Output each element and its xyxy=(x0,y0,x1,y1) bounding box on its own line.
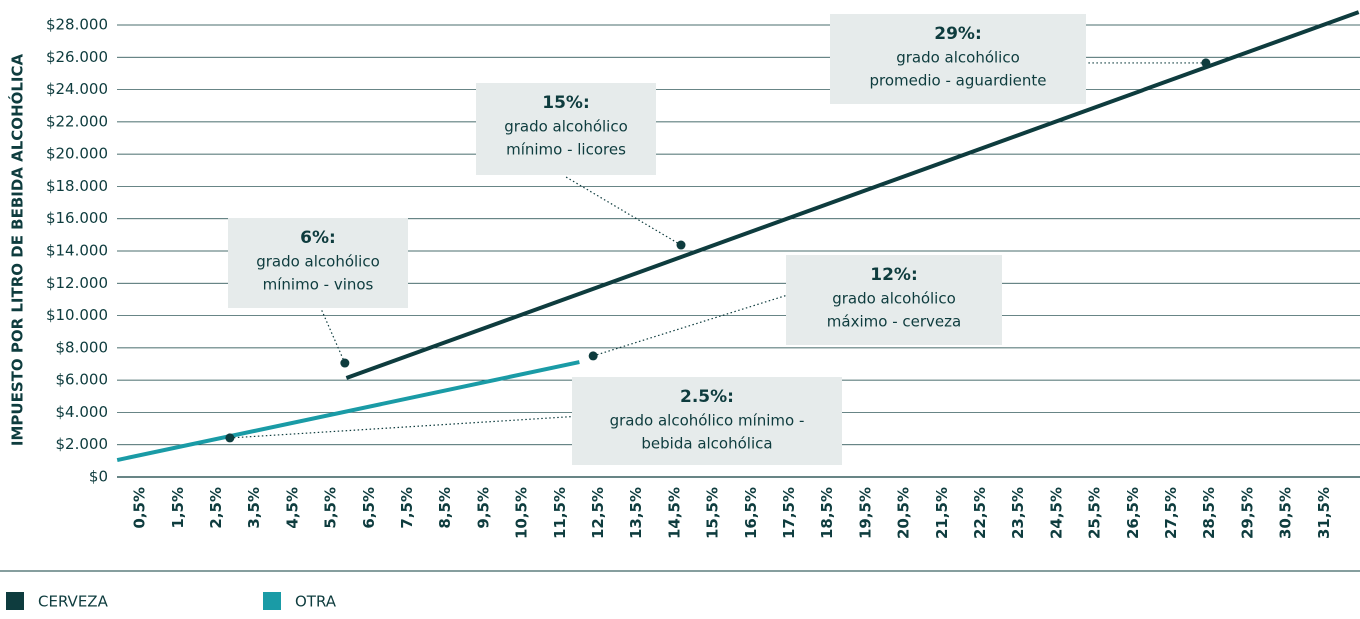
annotation-box xyxy=(830,14,1086,104)
annotation-title: 12%: xyxy=(870,265,918,285)
annotation-text: grado alcohólico xyxy=(896,49,1020,67)
annotation-leader xyxy=(229,416,573,439)
x-tick-label: 30,5% xyxy=(1277,487,1295,539)
x-tick-label: 9,5% xyxy=(474,487,492,529)
x-tick-label: 4,5% xyxy=(283,487,301,529)
x-tick-label: 22,5% xyxy=(971,487,989,539)
annotation-title: 29%: xyxy=(934,24,982,44)
x-tick-label: 15,5% xyxy=(704,487,722,539)
y-tick-label: $28.000 xyxy=(46,16,108,34)
x-tick-label: 3,5% xyxy=(245,487,263,529)
annotation-text: grado alcohólico xyxy=(504,118,628,136)
x-tick-label: 0,5% xyxy=(131,487,149,529)
x-tick-label: 13,5% xyxy=(627,487,645,539)
annotation-title: 15%: xyxy=(542,93,590,113)
x-tick-label: 1,5% xyxy=(169,487,187,529)
y-tick-label: $14.000 xyxy=(46,242,108,260)
x-tick-label: 17,5% xyxy=(780,487,798,539)
x-tick-label: 24,5% xyxy=(1047,487,1065,539)
y-tick-label: $24.000 xyxy=(46,80,108,98)
annotation-point xyxy=(340,358,350,368)
x-tick-label: 31,5% xyxy=(1315,487,1333,539)
y-tick-label: $4.000 xyxy=(56,403,109,421)
y-tick-label: $22.000 xyxy=(46,112,108,130)
x-tick-label: 25,5% xyxy=(1086,487,1104,539)
x-tick-label: 21,5% xyxy=(933,487,951,539)
annotation-point xyxy=(676,240,686,250)
x-tick-label: 23,5% xyxy=(1009,487,1027,539)
x-tick-label: 6,5% xyxy=(360,487,378,529)
annotation-title: 6%: xyxy=(300,228,336,248)
annotation-box xyxy=(228,218,408,308)
x-tick-label: 12,5% xyxy=(589,487,607,539)
annotation-leader xyxy=(592,294,787,357)
annotation-text: promedio - aguardiente xyxy=(869,72,1046,90)
x-tick-label: 11,5% xyxy=(551,487,569,539)
y-tick-label: $0 xyxy=(89,468,108,486)
y-tick-label: $6.000 xyxy=(56,371,109,389)
x-tick-label: 18,5% xyxy=(818,487,836,539)
annotation-text: bebida alcohólica xyxy=(641,435,772,453)
x-tick-label: 20,5% xyxy=(895,487,913,539)
x-tick-label: 26,5% xyxy=(1124,487,1142,539)
annotation-text: mínimo - vinos xyxy=(263,276,374,294)
y-tick-label: $26.000 xyxy=(46,48,108,66)
line-series xyxy=(345,10,1360,380)
y-tick-label: $12.000 xyxy=(46,274,108,292)
y-tick-label: $16.000 xyxy=(46,209,108,227)
annotation-text: grado alcohólico mínimo - xyxy=(610,412,805,430)
x-tick-label: 8,5% xyxy=(436,487,454,529)
line-series xyxy=(116,360,580,463)
y-axis-title: IMPUESTO POR LITRO DE BEBIDA ALCOHÓLICA xyxy=(8,53,27,446)
y-tick-label: $10.000 xyxy=(46,306,108,324)
x-tick-label: 10,5% xyxy=(513,487,531,539)
x-tick-label: 7,5% xyxy=(398,487,416,529)
annotation-text: mínimo - licores xyxy=(506,141,626,159)
y-tick-label: $2.000 xyxy=(56,435,109,453)
x-tick-label: 19,5% xyxy=(856,487,874,539)
annotation-leader xyxy=(565,176,682,246)
legend-label: OTRA xyxy=(295,593,337,611)
annotation-point xyxy=(225,433,235,443)
y-tick-label: $8.000 xyxy=(56,338,109,356)
legend-swatch xyxy=(6,592,24,610)
annotation-text: máximo - cerveza xyxy=(827,313,961,331)
annotation-text: grado alcohólico xyxy=(832,290,956,308)
annotation-title: 2.5%: xyxy=(680,387,734,407)
annotation-box xyxy=(476,83,656,175)
y-tick-label: $18.000 xyxy=(46,177,108,195)
x-tick-label: 14,5% xyxy=(665,487,683,539)
x-tick-label: 5,5% xyxy=(322,487,340,529)
x-tick-label: 2,5% xyxy=(207,487,225,529)
y-tick-label: $20.000 xyxy=(46,145,108,163)
annotation-box xyxy=(572,377,842,465)
legend-label: CERVEZA xyxy=(38,593,109,611)
annotation-point xyxy=(1201,58,1211,68)
x-tick-label: 29,5% xyxy=(1238,487,1256,539)
x-tick-label: 28,5% xyxy=(1200,487,1218,539)
legend-swatch xyxy=(263,592,281,610)
annotation-leader xyxy=(321,309,346,364)
annotation-text: grado alcohólico xyxy=(256,253,380,271)
annotation-box xyxy=(786,255,1002,345)
x-tick-label: 16,5% xyxy=(742,487,760,539)
annotation-point xyxy=(588,351,598,361)
x-tick-label: 27,5% xyxy=(1162,487,1180,539)
